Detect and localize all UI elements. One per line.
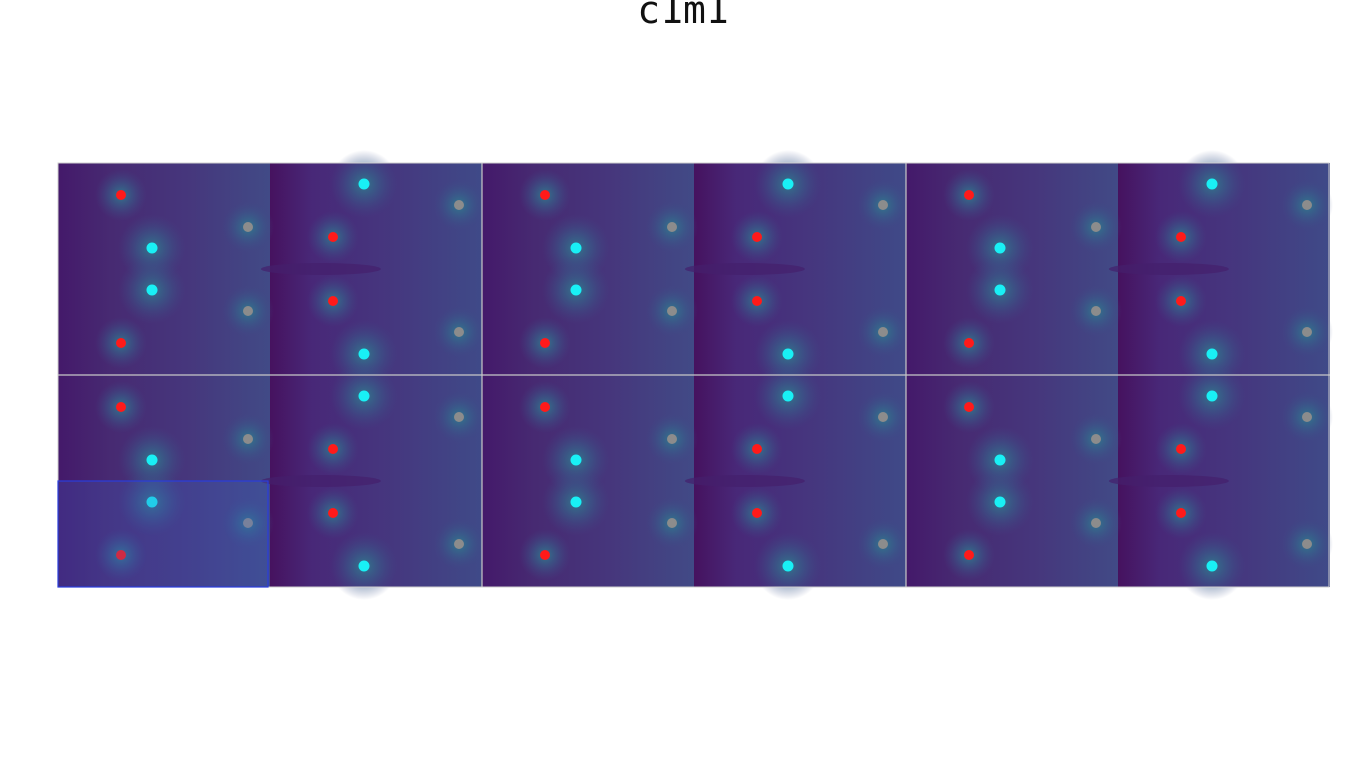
cyan-dot <box>358 390 370 402</box>
red-dot <box>116 550 126 560</box>
title: c1m1 <box>637 0 729 32</box>
red-dot <box>540 550 550 560</box>
grey-dot <box>667 306 677 316</box>
cyan-dot <box>1206 178 1218 190</box>
red-dot <box>752 444 762 454</box>
tile-band <box>260 475 381 487</box>
cyan-dot <box>1206 390 1218 402</box>
grey-dot <box>243 306 253 316</box>
grey-dot <box>1302 412 1312 422</box>
cyan-dot <box>1206 560 1218 572</box>
red-dot <box>964 190 974 200</box>
cyan-dot <box>994 242 1006 254</box>
cyan-dot <box>782 390 794 402</box>
red-dot <box>116 402 126 412</box>
red-dot <box>116 338 126 348</box>
tile-band <box>684 475 805 487</box>
grey-dot <box>667 434 677 444</box>
red-dot <box>328 508 338 518</box>
grey-dot <box>454 200 464 210</box>
cyan-dot <box>782 348 794 360</box>
red-dot <box>328 232 338 242</box>
selection-box <box>57 480 269 588</box>
grey-dot <box>243 434 253 444</box>
cyan-dot <box>782 178 794 190</box>
red-dot <box>1176 444 1186 454</box>
cyan-dot <box>570 242 582 254</box>
red-dot <box>752 296 762 306</box>
grey-dot <box>667 222 677 232</box>
tile-band <box>1108 263 1229 275</box>
red-dot <box>964 338 974 348</box>
red-dot <box>752 232 762 242</box>
grey-dot <box>1091 518 1101 528</box>
cyan-dot <box>782 560 794 572</box>
cyan-dot <box>994 454 1006 466</box>
red-dot <box>328 296 338 306</box>
grey-dot <box>1302 200 1312 210</box>
grey-dot <box>454 539 464 549</box>
red-dot <box>1176 508 1186 518</box>
grey-dot <box>878 200 888 210</box>
red-dot <box>540 402 550 412</box>
grey-dot <box>1302 539 1312 549</box>
tile-band <box>1108 475 1229 487</box>
cyan-dot <box>146 284 158 296</box>
grey-dot <box>1091 306 1101 316</box>
red-dot <box>540 190 550 200</box>
frame <box>57 162 1330 588</box>
cyan-dot <box>994 284 1006 296</box>
red-dot <box>1176 296 1186 306</box>
grey-dot <box>243 222 253 232</box>
grey-dot <box>1091 434 1101 444</box>
grey-dot <box>243 518 253 528</box>
red-dot <box>964 402 974 412</box>
cyan-dot <box>570 454 582 466</box>
cyan-dot <box>146 496 158 508</box>
red-dot <box>1176 232 1186 242</box>
grey-dot <box>878 412 888 422</box>
cyan-dot <box>570 496 582 508</box>
cyan-dot <box>358 348 370 360</box>
red-dot <box>116 190 126 200</box>
cyan-dot <box>358 178 370 190</box>
grey-dot <box>454 412 464 422</box>
grey-dot <box>667 518 677 528</box>
cyan-dot <box>570 284 582 296</box>
tile-band <box>260 263 381 275</box>
cyan-dot <box>146 454 158 466</box>
red-dot <box>752 508 762 518</box>
red-dot <box>964 550 974 560</box>
grey-dot <box>454 327 464 337</box>
grey-dot <box>878 539 888 549</box>
cyan-dot <box>358 560 370 572</box>
red-dot <box>328 444 338 454</box>
grey-dot <box>878 327 888 337</box>
cyan-dot <box>994 496 1006 508</box>
grey-dot <box>1091 222 1101 232</box>
cyan-dot <box>146 242 158 254</box>
red-dot <box>540 338 550 348</box>
cyan-dot <box>1206 348 1218 360</box>
tile-band <box>684 263 805 275</box>
grey-dot <box>1302 327 1312 337</box>
